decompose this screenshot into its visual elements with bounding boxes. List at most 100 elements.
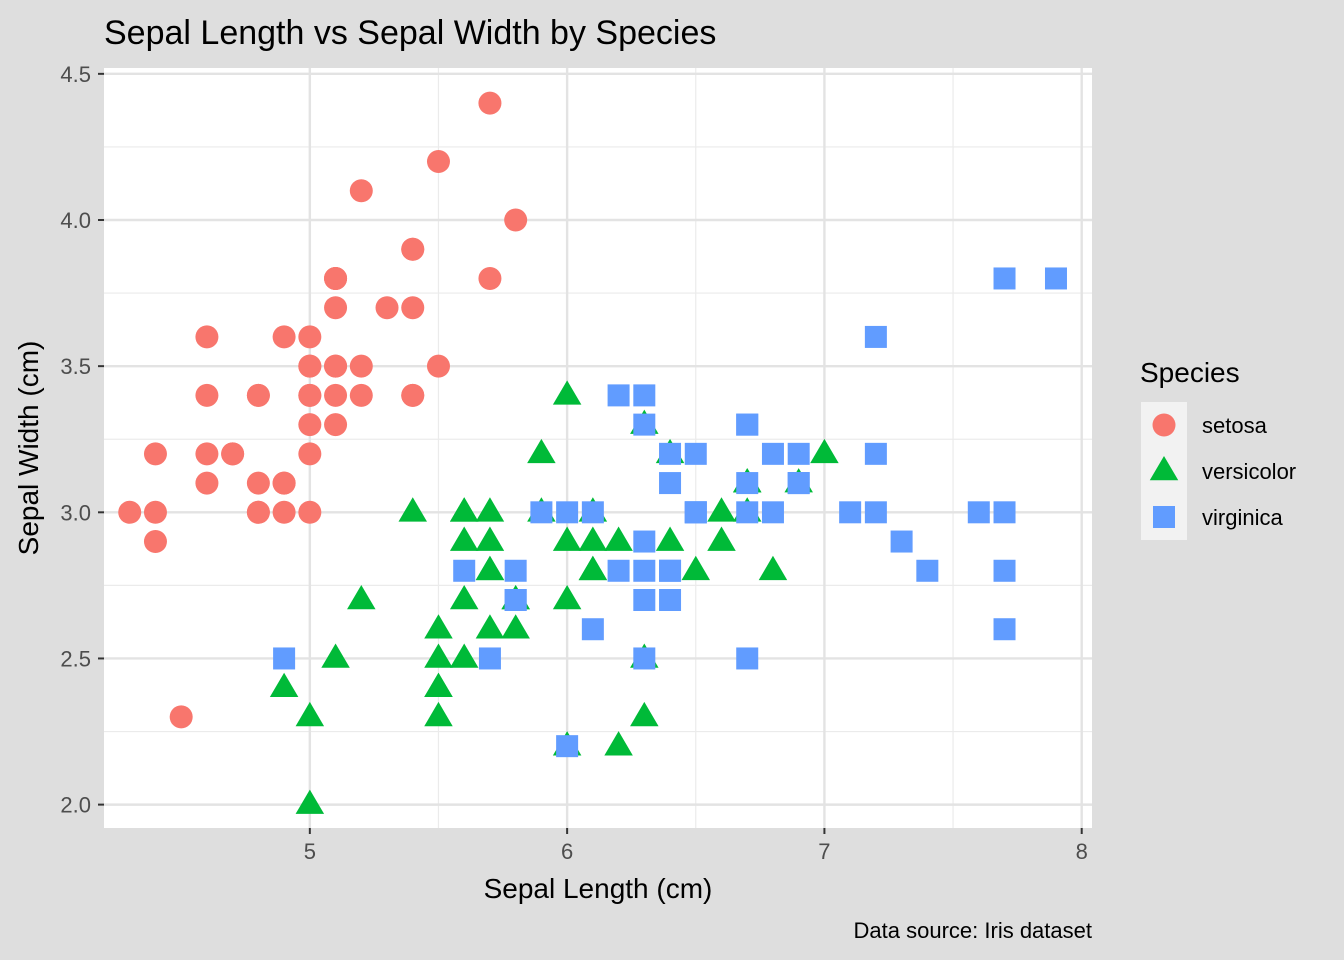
versicolor-point — [501, 614, 530, 639]
setosa-point — [169, 705, 193, 729]
setosa-point — [298, 500, 322, 524]
versicolor-point — [552, 380, 582, 405]
virginica-point — [581, 618, 604, 641]
virginica-point — [993, 559, 1016, 582]
setosa-point — [375, 296, 399, 320]
virginica-point — [581, 501, 604, 524]
versicolor-point — [424, 701, 453, 727]
y-tick-label: 2.0 — [60, 793, 91, 818]
x-tick-label: 7 — [818, 839, 830, 864]
virginica-point — [1044, 267, 1067, 290]
setosa-point — [221, 442, 245, 466]
versicolor-point — [295, 789, 325, 814]
versicolor-point — [810, 438, 839, 464]
setosa-point — [504, 208, 528, 232]
virginica-point — [890, 530, 913, 553]
setosa-point — [401, 237, 425, 261]
versicolor-point — [449, 497, 479, 522]
setosa-point — [195, 383, 219, 407]
virginica-point — [556, 501, 579, 524]
virginica-point — [556, 735, 579, 758]
series-virginica — [273, 267, 1067, 758]
versicolor-point — [475, 526, 505, 551]
setosa-point — [143, 442, 167, 466]
x-tick-label: 5 — [304, 839, 316, 864]
setosa-point — [324, 296, 348, 320]
setosa-point — [298, 413, 322, 437]
setosa-point — [324, 413, 348, 437]
virginica-point — [736, 501, 759, 524]
virginica-point — [633, 559, 656, 582]
virginica-point — [993, 267, 1016, 290]
versicolor-point — [424, 643, 453, 668]
virginica-point — [684, 442, 707, 465]
setosa-point — [324, 266, 348, 290]
virginica-point — [633, 413, 656, 436]
setosa-point — [298, 442, 322, 466]
setosa-point — [349, 354, 373, 378]
setosa-point — [246, 471, 270, 495]
setosa-point — [143, 500, 167, 524]
virginica-point — [864, 325, 887, 348]
setosa-point — [324, 383, 348, 407]
axes: 5 6 7 8 2.0 2.5 3.0 3.5 4.0 4.5 — [60, 62, 1087, 864]
setosa-point — [246, 383, 270, 407]
setosa-point — [478, 91, 502, 115]
versicolor-point — [321, 643, 350, 668]
setosa-point — [298, 325, 322, 349]
plot-panel — [104, 68, 1092, 828]
versicolor-point — [552, 585, 582, 610]
virginica-point — [787, 472, 810, 495]
setosa-point — [426, 150, 450, 174]
versicolor-point — [630, 701, 659, 727]
versicolor-point — [707, 497, 736, 522]
setosa-point — [401, 383, 425, 407]
versicolor-point — [681, 555, 711, 581]
setosa-point — [195, 442, 219, 466]
virginica-point — [633, 589, 656, 611]
virginica-point — [864, 501, 887, 524]
setosa-point — [401, 296, 425, 320]
virginica-point — [761, 442, 784, 465]
virginica-point — [993, 501, 1016, 524]
x-axis-label: Sepal Length (cm) — [484, 873, 713, 904]
y-axis-label: Sepal Width (cm) — [13, 341, 44, 556]
versicolor-point — [655, 526, 685, 551]
versicolor-point — [578, 555, 608, 581]
versicolor-point — [398, 497, 427, 522]
virginica-point — [684, 501, 707, 524]
virginica-point — [273, 647, 296, 670]
virginica-point — [530, 501, 553, 524]
virginica-point — [967, 501, 990, 524]
versicolor-point — [578, 526, 608, 551]
setosa-point — [246, 500, 270, 524]
setosa-point — [298, 383, 322, 407]
setosa-point — [143, 530, 167, 554]
versicolor-point — [424, 614, 453, 639]
versicolor-point — [347, 585, 376, 610]
y-tick-label: 3.5 — [60, 354, 91, 379]
virginica-point — [659, 442, 682, 465]
setosa-point — [272, 471, 296, 495]
virginica-point — [633, 384, 656, 407]
y-tick-label: 3.0 — [60, 500, 91, 525]
virginica-point — [659, 589, 682, 611]
chart-title: Sepal Length vs Sepal Width by Species — [104, 14, 716, 52]
virginica-point — [633, 530, 656, 553]
virginica-point — [993, 618, 1016, 641]
legend-key-versicolor — [1149, 456, 1179, 481]
data-points — [118, 91, 1067, 814]
virginica-point — [839, 501, 862, 524]
setosa-point — [478, 266, 502, 290]
setosa-point — [349, 383, 373, 407]
virginica-point — [659, 559, 682, 582]
versicolor-point — [475, 614, 505, 639]
setosa-point — [426, 354, 450, 378]
legend: Species setosa versicolor virginica — [1140, 357, 1296, 540]
x-tick-label: 6 — [561, 839, 573, 864]
versicolor-point — [527, 438, 556, 464]
virginica-point — [736, 472, 759, 495]
versicolor-point — [707, 526, 736, 551]
legend-key-virginica — [1153, 506, 1175, 528]
